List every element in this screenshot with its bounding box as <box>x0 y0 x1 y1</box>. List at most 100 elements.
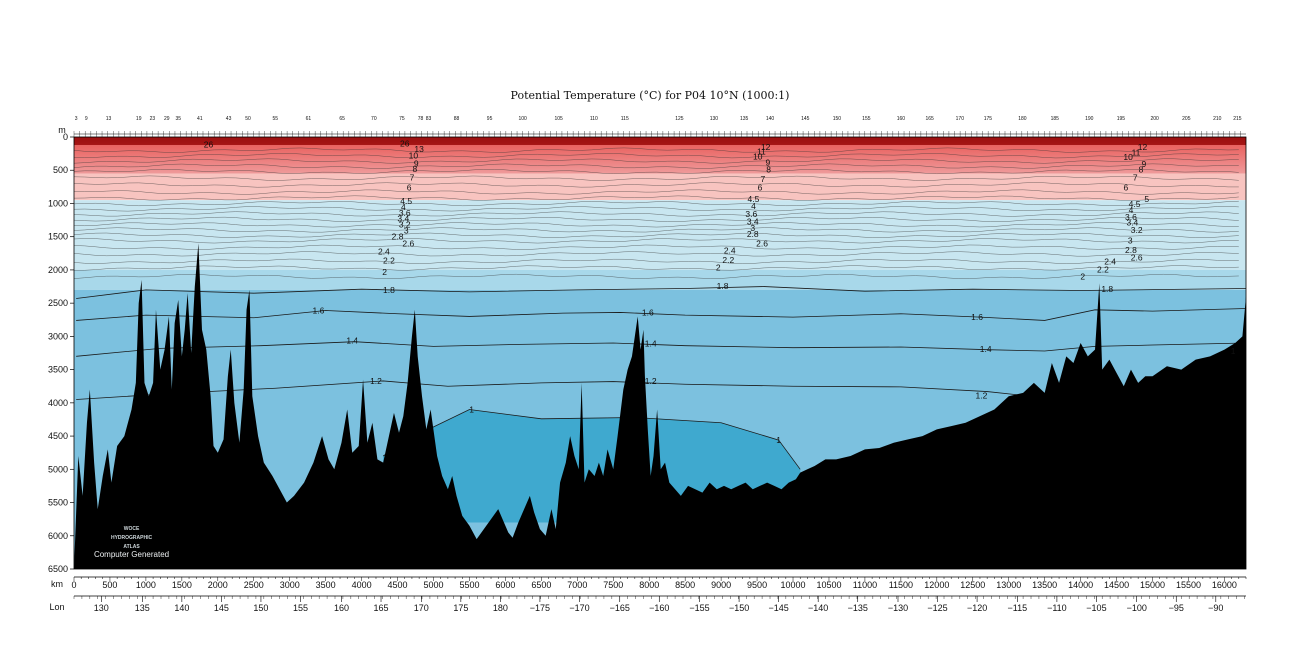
depth-tick-label: 3500 <box>48 365 68 375</box>
station-label: 23 <box>150 116 156 122</box>
contour-label: 9 <box>765 157 770 167</box>
station-label: 9 <box>85 116 88 122</box>
depth-tick-label: 6500 <box>48 564 68 574</box>
contour-label: 9 <box>414 159 419 169</box>
contour-label: 2.2 <box>1097 264 1109 274</box>
contour-label: 12 <box>761 142 771 152</box>
lon-tick-label: −130 <box>888 603 908 613</box>
seafloor <box>74 243 1246 569</box>
contour-label: 3.6 <box>745 209 757 219</box>
isotherm-thin <box>74 211 1239 217</box>
contour-label: 2.4 <box>1104 256 1116 266</box>
contour-label: 2.8 <box>747 229 759 239</box>
surface-layer <box>74 137 1246 145</box>
km-tick-label: 5500 <box>459 580 479 590</box>
watermark-line: WOCE <box>124 526 140 532</box>
contour-label: 3.4 <box>1126 218 1138 228</box>
axes: m050010001500200025003000350040004500500… <box>48 116 1247 613</box>
lon-tick-label: −155 <box>689 603 709 613</box>
depth-tick-label: 0 <box>63 132 68 142</box>
station-label: 78 <box>418 116 424 122</box>
depth-tick-label: 500 <box>53 165 68 175</box>
lon-tick-label: 145 <box>214 603 229 613</box>
depth-tick-label: 2000 <box>48 265 68 275</box>
km-tick-label: 9000 <box>711 580 731 590</box>
bathymetry <box>74 243 1246 569</box>
contour-label: 4 <box>751 201 756 211</box>
lon-tick-label: −145 <box>768 603 788 613</box>
isotherm-thin <box>74 200 1239 207</box>
lon-axis-label: Lon <box>49 602 64 612</box>
depth-tick-label: 2500 <box>48 298 68 308</box>
station-label: 88 <box>454 116 460 122</box>
depth-tick-label: 6000 <box>48 531 68 541</box>
contour-label: 1.8 <box>1101 284 1113 294</box>
lon-tick-label: −140 <box>808 603 828 613</box>
isotherm-thin <box>74 153 1239 159</box>
station-label: 29 <box>164 116 170 122</box>
km-tick-label: 10500 <box>816 580 841 590</box>
contour-label: 26 <box>204 139 214 149</box>
depth-tick-label: 1500 <box>48 232 68 242</box>
station-label: 145 <box>801 116 810 122</box>
contour-label: 8 <box>412 164 417 174</box>
contour-label: 1.8 <box>717 281 729 291</box>
contour-labels: 26 26131098764.543.63.43.232.82.62.42.221… <box>204 139 1236 445</box>
contour-label: 2.2 <box>722 255 734 265</box>
contour-label: 11 <box>757 147 766 157</box>
station-label: 155 <box>862 116 871 122</box>
km-tick-label: 13500 <box>1032 580 1057 590</box>
lon-tick-label: −175 <box>530 603 550 613</box>
station-label: 160 <box>897 116 906 122</box>
watermark-line: HYDROGRAPHIC <box>111 535 153 541</box>
depth-tick-label: 5000 <box>48 464 68 474</box>
band-cold_light <box>74 200 1246 270</box>
contour-label: 1.2 <box>975 391 987 401</box>
contour-label: 6 <box>1124 183 1129 193</box>
km-tick-label: 16000 <box>1212 580 1237 590</box>
km-tick-label: 3000 <box>280 580 300 590</box>
lon-tick-label: 150 <box>253 603 268 613</box>
station-label: 165 <box>925 116 934 122</box>
depth-unit-label: m <box>58 125 66 135</box>
contour-label: 2 <box>1080 272 1085 282</box>
isotherm-thin <box>74 189 1239 195</box>
contour-label: 3.2 <box>1131 225 1143 235</box>
contour-label: 3 <box>1128 236 1133 246</box>
depth-tick-label: 1000 <box>48 198 68 208</box>
isotherm-thin <box>74 147 1239 153</box>
contour-label: 1.6 <box>642 307 654 317</box>
contour-label: 3.6 <box>399 208 411 218</box>
isotherm-thin <box>74 169 1239 175</box>
isotherm-1.2 <box>76 380 1031 400</box>
station-label: 95 <box>487 116 493 122</box>
station-label: 215 <box>1233 116 1242 122</box>
isotherm-thin <box>74 195 1239 201</box>
station-label: 185 <box>1051 116 1060 122</box>
station-label: 170 <box>956 116 965 122</box>
contour-label: 26 <box>400 139 410 149</box>
isotherm-thin <box>74 182 1239 188</box>
isotherm-thin <box>74 222 1239 228</box>
km-tick-label: 6500 <box>531 580 551 590</box>
km-axis-label: km <box>51 579 63 589</box>
contour-label: 2.8 <box>392 232 404 242</box>
contour-label: 4.5 <box>748 194 760 204</box>
depth-tick-label: 3000 <box>48 331 68 341</box>
contour-label: 1.6 <box>313 305 325 315</box>
station-label: 205 <box>1182 116 1191 122</box>
lon-tick-label: 140 <box>174 603 189 613</box>
contour-label: 2.6 <box>1131 252 1143 262</box>
isotherm-thin <box>74 227 1239 233</box>
contour-label: 7 <box>410 173 415 183</box>
km-tick-label: 12500 <box>960 580 985 590</box>
band-cold_mid <box>74 269 1246 290</box>
station-label: 195 <box>1117 116 1126 122</box>
station-label: 61 <box>306 116 312 122</box>
isotherm-thin <box>74 265 1239 271</box>
lon-tick-label: −105 <box>1086 603 1106 613</box>
contour-label: 12 <box>1138 142 1148 152</box>
km-tick-label: 8000 <box>639 580 659 590</box>
station-label: 3 <box>75 116 78 122</box>
contour-label: 5 <box>1144 194 1149 204</box>
